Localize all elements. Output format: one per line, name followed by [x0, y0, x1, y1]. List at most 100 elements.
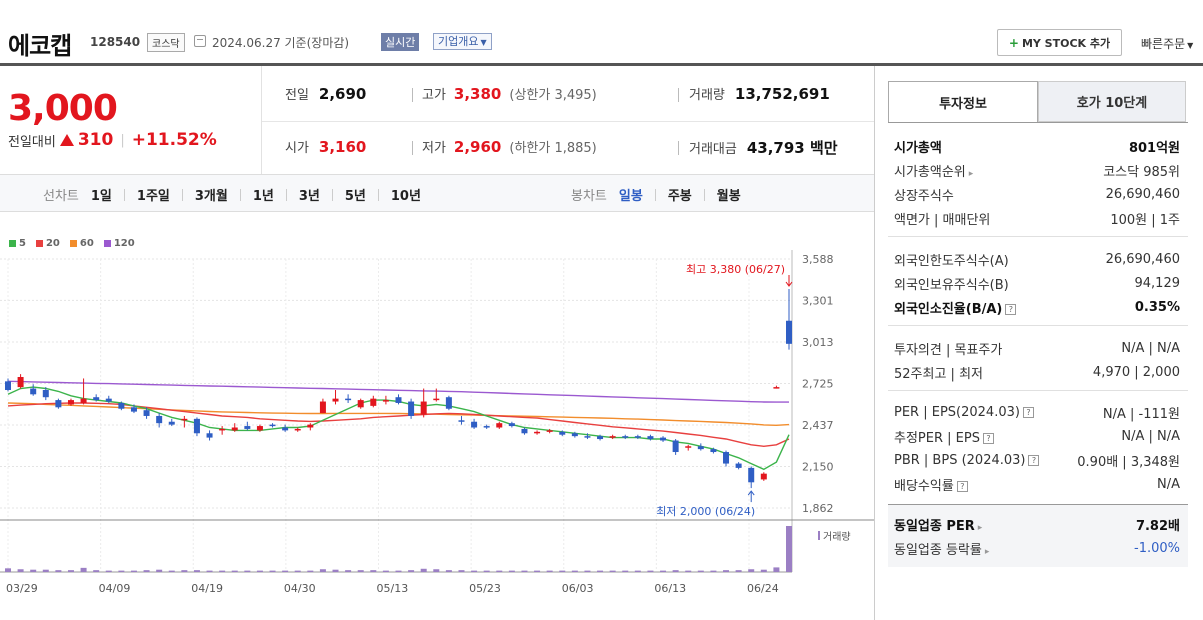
candle-body — [219, 428, 226, 431]
volume-bar — [697, 570, 704, 572]
candle-body — [143, 410, 150, 416]
info-row[interactable]: 동일업종 등락률 ▸ -1.00% — [894, 537, 1180, 559]
info-key-wrap: 추정PER | EPS? — [894, 427, 994, 446]
volume-bar — [307, 570, 314, 572]
separator — [654, 188, 656, 201]
volume-bar — [93, 570, 100, 572]
volume-bar — [143, 570, 150, 572]
candle-body — [521, 428, 528, 434]
company-name: 에코캡 — [8, 32, 72, 60]
tab-period[interactable]: 1주일 — [136, 189, 170, 204]
tab-candle-daily[interactable]: 일봉 — [618, 189, 643, 204]
candle-body — [282, 427, 289, 431]
volume-bar — [710, 570, 717, 572]
volume-bar — [471, 570, 478, 572]
tab-period[interactable]: 3개월 — [194, 189, 228, 204]
info-key: 상장주식수 — [894, 188, 954, 204]
volume-bar — [634, 570, 641, 572]
volume-bar — [193, 570, 200, 572]
right-panel-tabs: 투자정보 호가 10단계 — [888, 81, 1188, 122]
candle-body — [269, 424, 276, 427]
volume-bar — [420, 568, 427, 572]
info-key-wrap: PBR | BPS (2024.03)? — [894, 453, 1040, 468]
change-value: 310 — [77, 130, 114, 150]
legend-label: 5 — [19, 238, 26, 249]
volume-bar — [30, 569, 37, 572]
x-tick-label: 04/09 — [99, 582, 131, 595]
help-icon[interactable]: ? — [982, 432, 994, 444]
quick-order-dropdown[interactable]: 빠른주문 ▼ — [1141, 35, 1193, 52]
info-value: 26,690,460 — [1105, 186, 1180, 202]
info-key-wrap: 배당수익률? — [894, 475, 968, 494]
candle-body — [345, 398, 352, 401]
candle-body — [408, 401, 415, 416]
info-row: 외국인한도주식수(A) 26,690,460 — [894, 248, 1180, 270]
info-key: 외국인소진율(B/A) — [894, 301, 1003, 317]
candle-body — [420, 401, 427, 415]
volume-bar — [534, 570, 541, 572]
x-tick-label: 06/13 — [654, 582, 686, 595]
candle-body — [382, 400, 389, 402]
quick-order-label: 빠른주문 — [1141, 37, 1186, 51]
tab-period[interactable]: 5년 — [344, 189, 366, 204]
separator — [703, 188, 705, 201]
info-key: 동일업종 등락률 — [894, 542, 982, 558]
info-key: 추정PER | EPS — [894, 430, 980, 446]
info-value: 코스닥 985위 — [1103, 164, 1180, 180]
y-tick-label: 3,588 — [802, 253, 834, 266]
help-icon[interactable]: ? — [1005, 303, 1017, 315]
volume-bar — [42, 569, 49, 572]
help-icon[interactable]: ? — [1028, 454, 1040, 466]
volume-bar — [17, 569, 24, 572]
add-my-stock-button[interactable]: + MY STOCK 추가 — [997, 29, 1122, 56]
stat-prev: 전일 2,690 — [285, 84, 366, 103]
candle-body — [168, 421, 175, 425]
tab-period[interactable]: 1일 — [90, 189, 112, 204]
volume-bar — [546, 570, 553, 572]
candle-body — [294, 428, 301, 431]
candle-body — [597, 436, 604, 440]
tab-investment-info[interactable]: 투자정보 — [888, 81, 1038, 122]
tab-order-book[interactable]: 호가 10단계 — [1038, 81, 1186, 122]
tab-period[interactable]: 3년 — [298, 189, 320, 204]
tab-candle-monthly[interactable]: 월봉 — [716, 189, 741, 204]
info-key-wrap: 시가총액순위 ▸ — [894, 161, 973, 180]
info-row: PER | EPS(2024.03)? N/A | -111원 — [894, 401, 1180, 423]
price-chart[interactable]: 3,588 3,301 3,013 2,725 2,437 2,150 1,862 03/29… — [0, 250, 874, 620]
realtime-button[interactable]: 실시간 — [381, 33, 420, 51]
volume-bar — [571, 570, 578, 572]
help-icon[interactable]: ? — [956, 480, 968, 492]
tab-period[interactable]: 10년 — [390, 189, 421, 204]
info-row[interactable]: 시가총액순위 ▸ 코스닥 985위 — [894, 159, 1180, 181]
chevron-right-icon: ▸ — [977, 522, 983, 533]
row-divider — [888, 504, 1188, 505]
info-row: 추정PER | EPS? N/A | N/A — [894, 425, 1180, 447]
info-key: PER | EPS(2024.03) — [894, 404, 1020, 420]
legend-swatch — [35, 240, 43, 247]
separator — [412, 88, 413, 102]
candle-body — [118, 402, 125, 409]
candle-body — [609, 436, 616, 438]
volume-bar — [760, 569, 767, 572]
current-price: 3,000 — [8, 88, 118, 129]
info-key: 외국인한도주식수(A) — [894, 253, 1009, 269]
separator: | — [120, 132, 125, 148]
legend-item: 60 — [69, 238, 94, 249]
candle-body — [193, 418, 200, 434]
volume-bar — [433, 569, 440, 572]
help-icon[interactable]: ? — [1022, 406, 1034, 418]
info-row[interactable]: 동일업종 PER ▸ 7.82배 — [894, 513, 1180, 535]
period-tabbar: 선차트 1일 1주일 3개월 1년 3년 5년 10년 봉차트 일봉 주봉 월봉 — [0, 174, 875, 212]
company-overview-dropdown[interactable]: 기업개요 ▼ — [433, 33, 492, 50]
tab-period[interactable]: 1년 — [252, 189, 274, 204]
candle-body — [445, 397, 452, 409]
volume-bar — [118, 570, 125, 572]
panel-divider — [874, 66, 875, 620]
candle-body — [93, 397, 100, 401]
volume-bar — [256, 570, 263, 572]
candle-chart-label: 봉차트 — [571, 189, 607, 204]
info-row: 상장주식수 26,690,460 — [894, 183, 1180, 205]
tab-candle-weekly[interactable]: 주봉 — [667, 189, 692, 204]
volume-bar — [67, 570, 74, 572]
line-chart-label: 선차트 — [43, 189, 79, 204]
